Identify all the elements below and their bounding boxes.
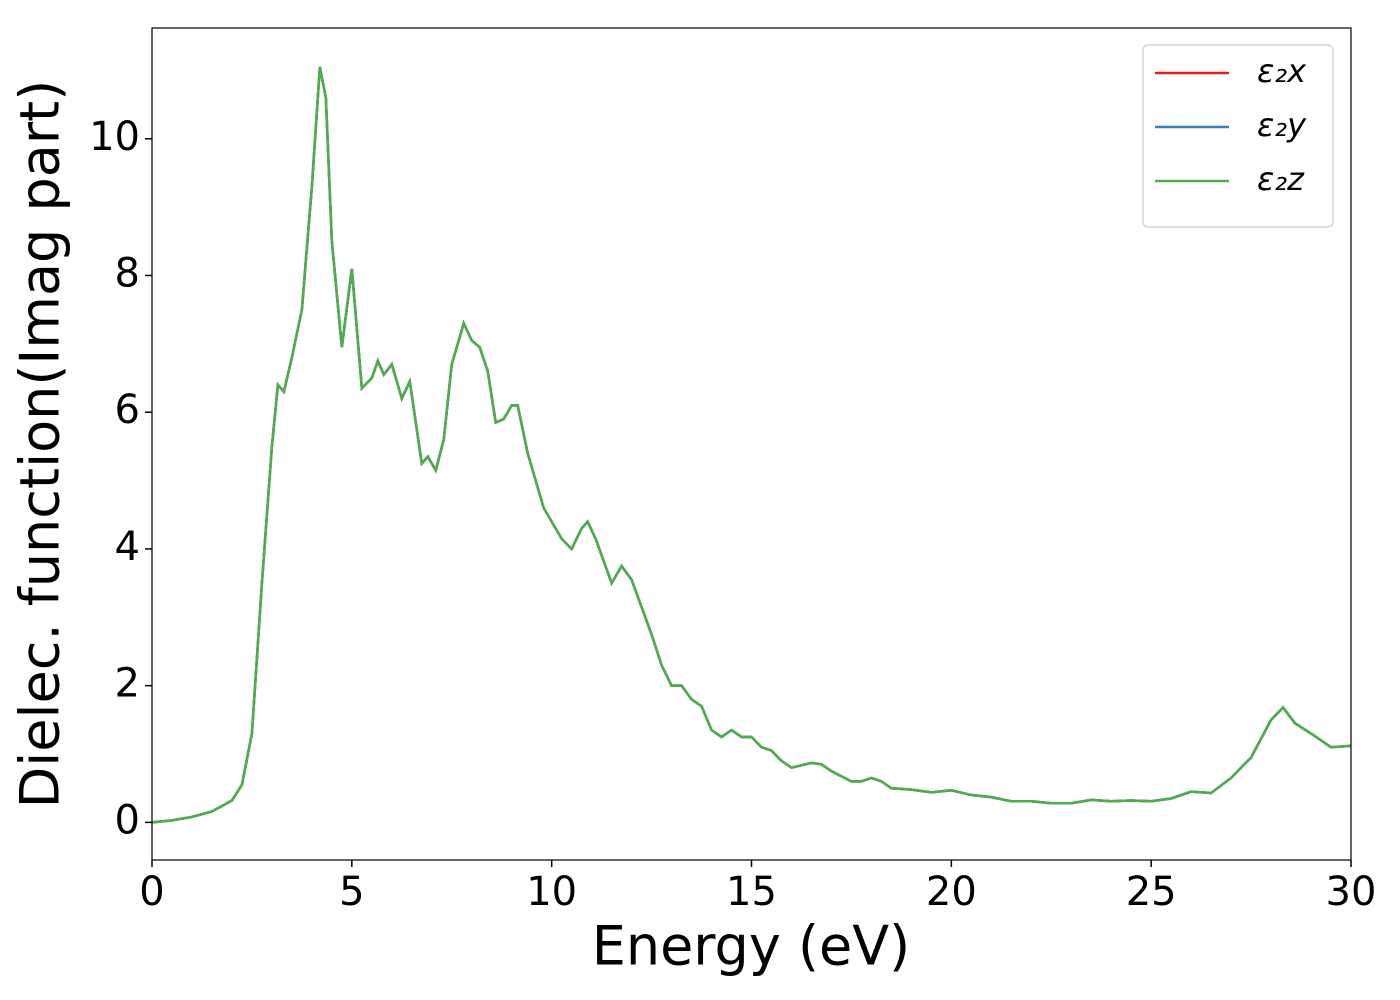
legend-label: ε₂y: [1257, 106, 1307, 144]
x-tick-label: 10: [526, 869, 577, 915]
y-tick-label: 8: [115, 250, 140, 296]
plot-frame: [151, 27, 1352, 861]
line-series: [152, 66, 1351, 824]
legend-label: ε₂z: [1257, 160, 1305, 198]
y-tick-label: 6: [115, 387, 140, 433]
y-axis-label: Dielec. function(Imag part): [9, 80, 72, 809]
x-tick-label: 25: [1126, 869, 1177, 915]
y-tick-label: 4: [115, 524, 140, 570]
y-tick-label: 0: [115, 797, 140, 843]
y-tick-label: 2: [115, 661, 140, 707]
x-tick-label: 5: [339, 869, 364, 915]
x-tick-label: 20: [926, 869, 977, 915]
x-tick-label: 15: [726, 869, 777, 915]
legend-label: ε₂x: [1257, 52, 1307, 90]
x-tick-label: 0: [139, 869, 164, 915]
y-tick-label: 10: [89, 114, 140, 160]
x-axis-label: Energy (eV): [592, 915, 911, 978]
x-tick-label: 30: [1326, 869, 1377, 915]
